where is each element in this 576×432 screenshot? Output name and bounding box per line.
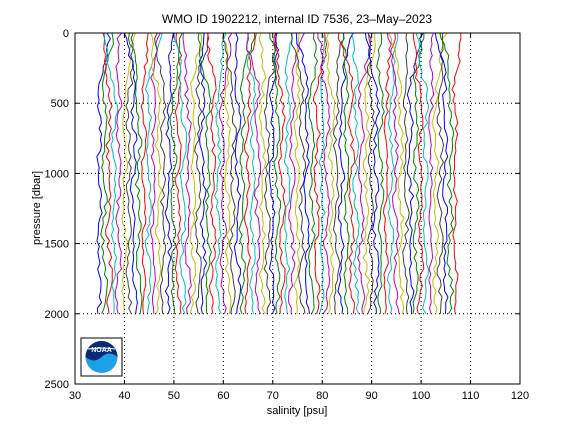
x-axis: 30 40 50 60 70 80 90 100 110 120 [69,33,529,402]
y-tick-label: 2000 [45,309,69,321]
profile-line [268,33,280,315]
profile-line [451,33,462,314]
profile-line [434,32,449,314]
y-tick-label: 0 [63,28,69,40]
profile-line [362,32,376,314]
x-tick-label: 30 [69,390,81,402]
x-tick-label: 50 [168,390,180,402]
y-tick-label: 2500 [45,379,69,391]
plot-frame [74,32,521,385]
profile-line [402,32,410,314]
profile-line [114,32,123,314]
profile-line [312,32,328,314]
y-tick-label: 500 [51,98,69,110]
profile-line [366,32,376,315]
profile-line [164,32,174,314]
profile-line [431,32,448,314]
profile-line [123,32,138,314]
x-tick-label: 70 [267,390,279,402]
profile-line [307,32,319,314]
profile-line [233,32,242,314]
profile-line [246,32,257,314]
plot-area [75,33,520,384]
profile-line [243,32,257,314]
profile-line [150,32,163,314]
profile-line [317,32,331,315]
grid-lines [75,33,520,384]
profile-line [169,32,183,314]
profile-lines [96,32,462,315]
profile-line [197,32,212,314]
profile-line [258,32,267,315]
profile-line [295,32,311,314]
profile-line [189,32,203,314]
x-tick-label: 100 [412,390,430,402]
profile-line [222,32,237,314]
profile-line [182,32,192,314]
profile-line [221,32,232,314]
profile-line [412,32,425,314]
y-tick-label: 1500 [45,239,69,251]
y-tick-label: 1000 [45,168,69,180]
profile-line [246,32,262,315]
profile-line [439,32,455,315]
y-axis-title: pressure [dbar] [31,171,43,245]
profile-line [341,33,350,314]
profile-line [125,32,135,315]
profile-line [288,32,305,314]
profile-line [376,32,385,314]
profile-line [174,32,183,314]
y-axis: 0 500 1000 1500 2000 2500 [45,28,520,391]
x-tick-label: 120 [511,390,529,402]
profile-line [382,32,396,314]
profile-line [357,32,371,314]
profile-line [238,32,256,314]
x-tick-label: 60 [217,390,229,402]
profile-line [387,32,405,314]
profile-line [214,32,227,315]
profile-line [269,32,282,314]
profile-line [428,32,435,314]
profile-line [102,32,113,314]
profile-line [127,32,143,314]
profile-line [96,32,111,314]
profile-line [273,32,286,314]
profile-line [206,32,217,314]
x-tick-label: 40 [118,390,130,402]
profile-line [218,32,233,314]
noaa-logo-text: NOAA [91,347,112,354]
profile-line [149,32,161,314]
x-tick-label: 110 [462,390,480,402]
profile-line [144,32,163,314]
noaa-logo: NOAA [80,337,123,377]
x-axis-title: salinity [psu] [267,405,328,417]
profile-line [198,32,208,314]
profile-line [293,32,301,314]
chart-title: WMO ID 1902212, internal ID 7536, 23–May… [162,12,432,26]
x-tick-label: 80 [316,390,328,402]
profile-line [337,32,354,314]
profile-line [387,32,400,314]
profile-line [415,32,430,315]
profile-line [140,32,149,314]
x-tick-label: 90 [366,390,378,402]
profile-line [332,32,345,314]
profile-line [365,32,381,314]
